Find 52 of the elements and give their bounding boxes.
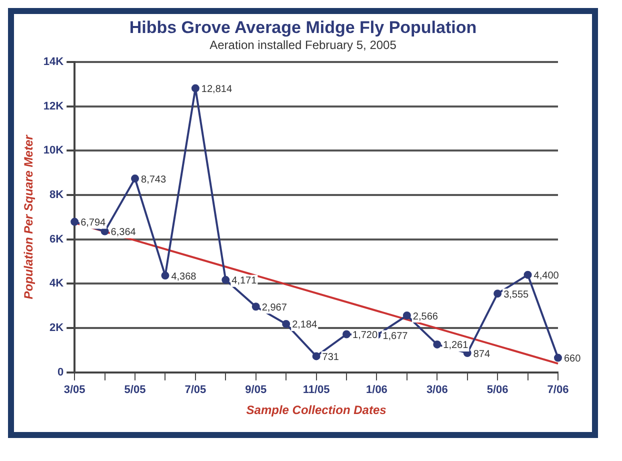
point bbox=[222, 276, 230, 284]
point bbox=[161, 272, 170, 280]
data-label: 6,794 bbox=[80, 218, 106, 229]
y-tick-label: 10K bbox=[43, 144, 64, 157]
data-label: 874 bbox=[473, 348, 490, 360]
data-label: 2,184 bbox=[292, 320, 318, 331]
y-axis-title: Population Per Square Meter bbox=[22, 134, 36, 300]
x-tick-label: 5/05 bbox=[124, 384, 146, 396]
data-label: 3,555 bbox=[504, 289, 530, 300]
data-label: 1,677 bbox=[382, 330, 408, 342]
chart-title: Hibbs Grove Average Midge Fly Population bbox=[128, 18, 478, 38]
x-axis-title: Sample Collection Dates bbox=[246, 403, 387, 418]
point bbox=[252, 302, 260, 311]
y-tick-label: 14K bbox=[43, 56, 64, 68]
point bbox=[282, 320, 290, 328]
data-label: 2,566 bbox=[412, 311, 438, 322]
point bbox=[131, 174, 140, 183]
x-tick-label: 1/06 bbox=[366, 384, 388, 396]
point bbox=[554, 354, 562, 362]
data-label: 2,967 bbox=[262, 302, 288, 314]
point bbox=[524, 270, 532, 279]
data-label: 1,720 bbox=[352, 330, 378, 342]
y-tick-label: 0 bbox=[57, 366, 64, 378]
data-label: 1,261 bbox=[443, 340, 469, 352]
data-label: 4,171 bbox=[232, 276, 258, 287]
x-tick-label: 11/05 bbox=[302, 384, 330, 396]
x-tick-label: 3/06 bbox=[426, 384, 448, 396]
point bbox=[70, 218, 79, 226]
data-label: 6,364 bbox=[110, 227, 136, 238]
data-label: 4,368 bbox=[171, 271, 197, 282]
data-label: 660 bbox=[564, 354, 582, 365]
y-tick-label: 2K bbox=[50, 322, 64, 334]
x-tick-label: 7/06 bbox=[547, 384, 569, 396]
point bbox=[342, 330, 351, 338]
x-tick-label: 9/05 bbox=[245, 384, 267, 396]
y-tick-label: 8K bbox=[50, 189, 64, 202]
x-tick-label: 5/06 bbox=[486, 384, 508, 396]
x-tick-label: 7/05 bbox=[184, 384, 206, 396]
y-tick-label: 4K bbox=[50, 278, 64, 290]
data-label: 8,743 bbox=[141, 174, 166, 186]
point bbox=[433, 340, 442, 348]
y-tick-label: 12K bbox=[43, 100, 64, 112]
point bbox=[402, 312, 411, 320]
x-tick-label: 3/05 bbox=[64, 384, 86, 396]
point bbox=[312, 352, 320, 360]
point bbox=[191, 84, 200, 92]
point bbox=[494, 290, 502, 298]
y-tick-label: 6K bbox=[50, 233, 64, 246]
data-label: 4,400 bbox=[534, 270, 560, 282]
data-label: 731 bbox=[322, 352, 340, 363]
chart-subtitle: Aeration installed February 5, 2005 bbox=[208, 38, 398, 52]
data-label: 12,814 bbox=[201, 84, 232, 96]
